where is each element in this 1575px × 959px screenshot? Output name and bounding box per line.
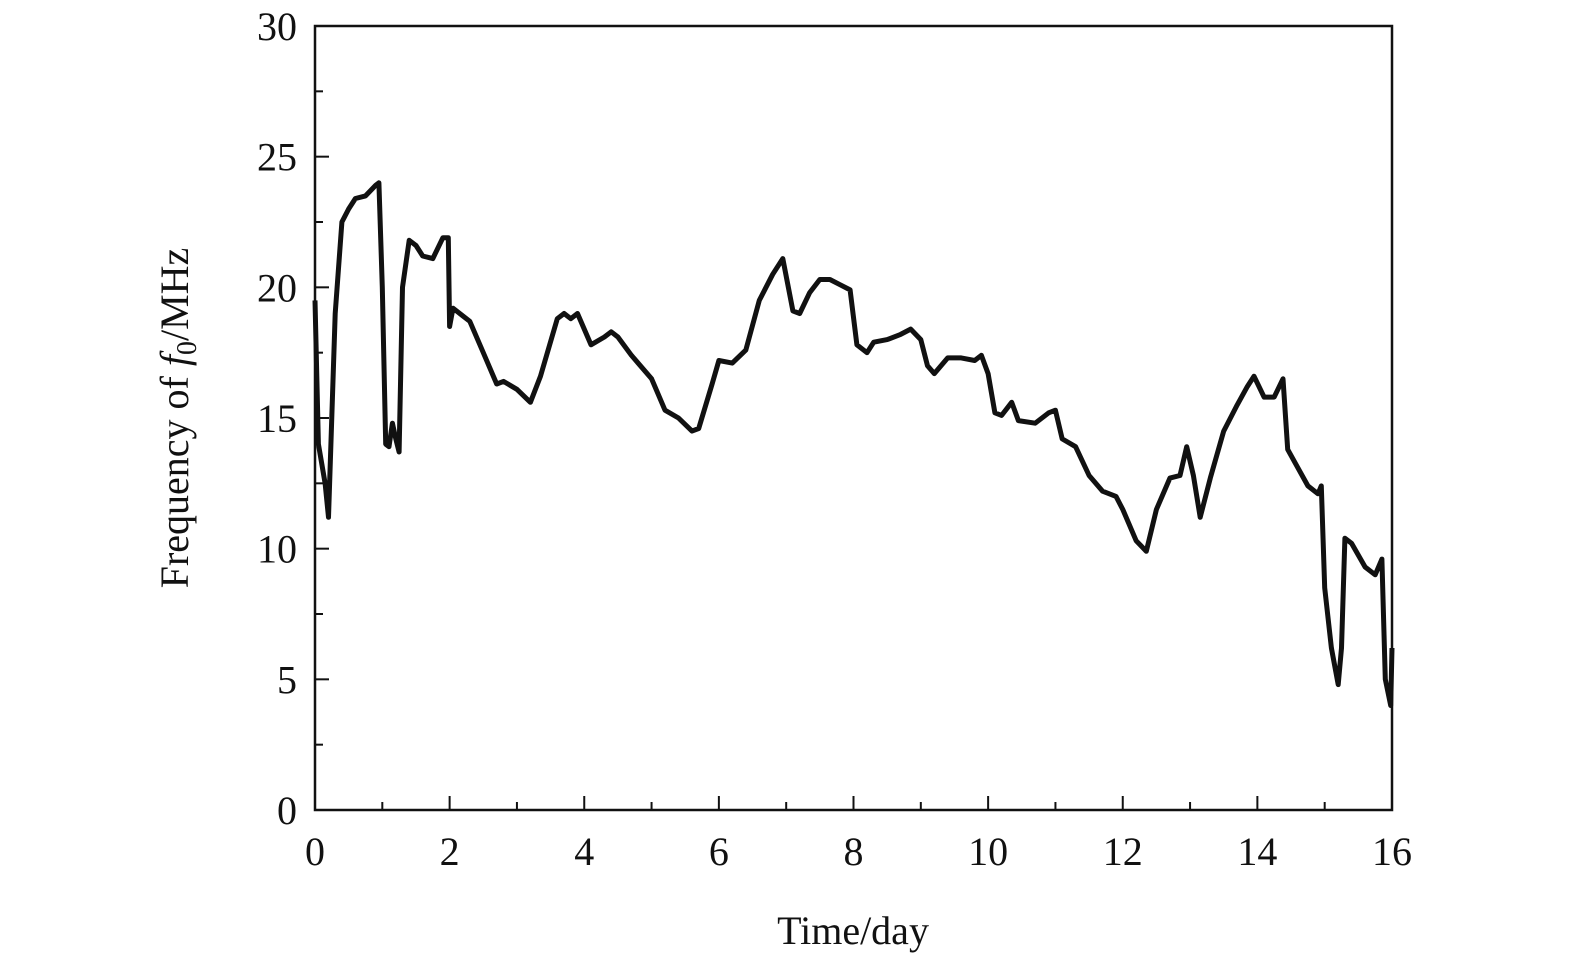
x-tick-label: 12 <box>1103 829 1143 874</box>
y-tick-label: 30 <box>257 4 297 49</box>
x-tick-label: 10 <box>968 829 1008 874</box>
y-tick-label: 10 <box>257 527 297 572</box>
x-tick-label: 4 <box>574 829 594 874</box>
x-tick-label: 14 <box>1237 829 1277 874</box>
y-tick-label: 20 <box>257 265 297 310</box>
x-axis-label: Time/day <box>777 908 929 953</box>
x-tick-label: 2 <box>440 829 460 874</box>
y-axis-label: Frequency of f0/MHz <box>152 248 203 589</box>
y-label-part: Frequency of <box>152 366 197 588</box>
y-tick-label: 0 <box>277 788 297 833</box>
y-tick-label: 25 <box>257 135 297 180</box>
x-tick-label: 6 <box>709 829 729 874</box>
y-tick-label: 5 <box>277 657 297 702</box>
data-line <box>312 180 1395 708</box>
x-tick-label: 0 <box>305 829 325 874</box>
x-tick-label: 8 <box>844 829 864 874</box>
y-label-part: 0 <box>172 341 203 355</box>
y-label-part: /MHz <box>152 248 197 341</box>
y-tick-label: 15 <box>257 396 297 441</box>
x-tick-label: 16 <box>1372 829 1412 874</box>
